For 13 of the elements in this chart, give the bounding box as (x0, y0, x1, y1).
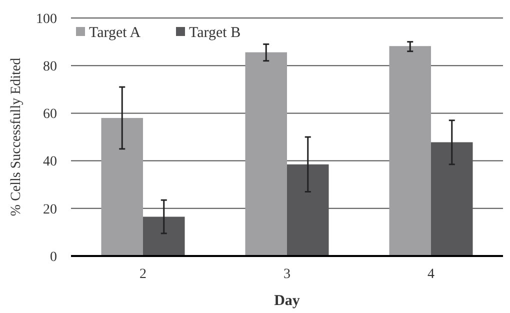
legend-label: Target A (89, 25, 141, 41)
y-tick-label: 60 (43, 107, 57, 122)
x-tick-label: 3 (284, 267, 290, 282)
y-tick-label: 20 (43, 202, 57, 218)
legend-label: Target B (189, 25, 241, 41)
y-tick-label: 40 (43, 154, 57, 170)
y-tick-label: 80 (43, 60, 57, 74)
y-axis-title: % Cells Successfully Edited (9, 58, 24, 216)
x-axis-title: Day (274, 293, 300, 309)
x-tick-label: 4 (428, 267, 434, 282)
y-tick-label: 100 (36, 12, 57, 27)
y-tick-label: 0 (50, 250, 57, 265)
x-tick-label: 2 (140, 267, 146, 282)
